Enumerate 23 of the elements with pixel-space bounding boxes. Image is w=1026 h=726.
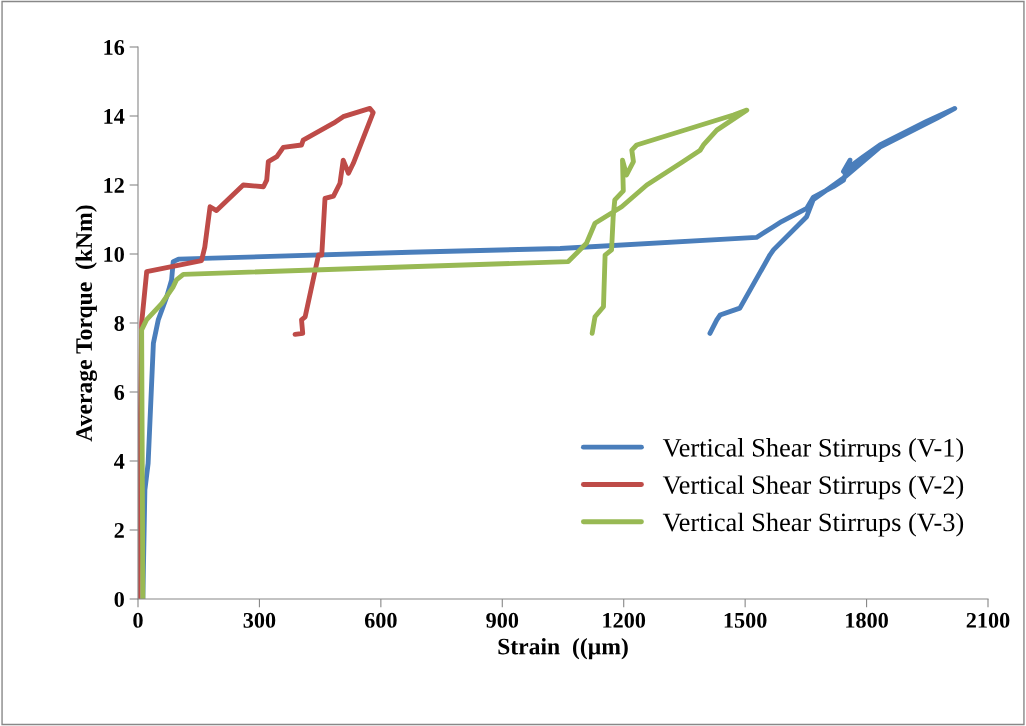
legend-label: Vertical Shear Stirrups (V-2) [662, 475, 964, 500]
legend-label: Vertical Shear Stirrups (V-3) [662, 512, 964, 537]
legend-label: Vertical Shear Stirrups (V-1) [662, 438, 964, 463]
y-tick-label: 14 [104, 109, 125, 124]
x-tick-label: 900 [486, 612, 519, 628]
y-tick-label: 8 [114, 315, 125, 331]
x-tick-label: 0 [133, 612, 143, 628]
line-series [139, 107, 750, 599]
x-tick-label: 2100 [966, 612, 1010, 628]
y-tick-label: 10 [104, 246, 124, 262]
y-tick-label: 6 [114, 384, 125, 400]
x-tick-label: 1500 [724, 612, 767, 628]
y-tick-label: 12 [104, 177, 124, 193]
y-tick-label: 0 [114, 591, 124, 607]
y-tick-label: 2 [114, 522, 124, 538]
x-tick-label: 1200 [603, 612, 646, 628]
x-tick-label: 1800 [846, 612, 888, 628]
y-tick-label: 16 [104, 39, 125, 55]
y-tick-label: 4 [114, 454, 125, 469]
x-axis-title: Strain ((µm) [498, 637, 628, 660]
y-axis-title: Average Torque (kNm) [75, 205, 98, 442]
x-tick-label: 300 [243, 612, 276, 628]
x-tick-label: 600 [364, 612, 397, 628]
